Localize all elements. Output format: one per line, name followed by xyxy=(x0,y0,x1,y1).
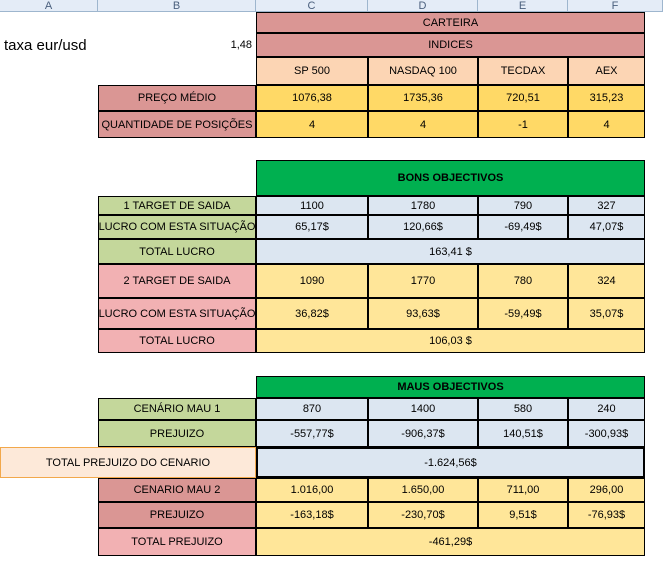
index-name-sp500[interactable]: SP 500 xyxy=(256,57,368,85)
target2-sp500[interactable]: 1090 xyxy=(256,264,368,298)
carteira-title[interactable]: CARTEIRA xyxy=(256,12,645,33)
column-header-c[interactable]: C xyxy=(256,0,368,12)
total-prejuizo-value[interactable]: -461,29$ xyxy=(256,528,645,556)
lucro1-label[interactable]: LUCRO COM ESTA SITUAÇÃO xyxy=(98,215,256,239)
prejuizo1-label[interactable]: PREJUIZO xyxy=(98,420,256,447)
target1-label[interactable]: 1 TARGET DE SAIDA xyxy=(98,196,256,215)
cenario1-tecdax[interactable]: 580 xyxy=(478,398,568,420)
prejuizo2-aex[interactable]: -76,93$ xyxy=(568,502,645,528)
cenario2-aex[interactable]: 296,00 xyxy=(568,478,645,502)
cenario1-sp500[interactable]: 870 xyxy=(256,398,368,420)
cenario2-sp500[interactable]: 1.016,00 xyxy=(256,478,368,502)
prejuizo2-label[interactable]: PREJUIZO xyxy=(98,502,256,528)
prejuizo1-tecdax[interactable]: 140,51$ xyxy=(478,420,568,447)
target1-nasdaq[interactable]: 1780 xyxy=(368,196,478,215)
target1-sp500[interactable]: 1100 xyxy=(256,196,368,215)
prejuizo2-sp500[interactable]: -163,18$ xyxy=(256,502,368,528)
bons-objectivos-header[interactable]: BONS OBJECTIVOS xyxy=(256,160,645,196)
preco-medio-aex[interactable]: 315,23 xyxy=(568,85,645,111)
total-lucro2-value[interactable]: 106,03 $ xyxy=(256,329,645,353)
prejuizo1-aex[interactable]: -300,93$ xyxy=(568,420,645,447)
column-header-f[interactable]: F xyxy=(568,0,663,12)
index-name-tecdax[interactable]: TECDAX xyxy=(478,57,568,85)
cenario1-aex[interactable]: 240 xyxy=(568,398,645,420)
taxa-value[interactable]: 1,48 xyxy=(230,39,252,51)
column-header-b[interactable]: B xyxy=(98,0,256,12)
total-lucro1-label[interactable]: TOTAL LUCRO xyxy=(98,239,256,264)
prejuizo1-nasdaq[interactable]: -906,37$ xyxy=(368,420,478,447)
total-lucro1-value[interactable]: 163,41 $ xyxy=(256,239,645,264)
preco-medio-nasdaq[interactable]: 1735,36 xyxy=(368,85,478,111)
cenario2-label[interactable]: CENARIO MAU 2 xyxy=(98,478,256,502)
quantidade-sp500[interactable]: 4 xyxy=(256,111,368,138)
lucro2-label[interactable]: LUCRO COM ESTA SITUAÇÃO xyxy=(98,298,256,329)
total-prejuizo-cenario-value[interactable]: -1.624,56$ xyxy=(256,447,645,478)
total-lucro2-label[interactable]: TOTAL LUCRO xyxy=(98,329,256,353)
total-prejuizo-cenario-label[interactable]: TOTAL PREJUIZO DO CENARIO xyxy=(0,447,256,478)
lucro2-sp500[interactable]: 36,82$ xyxy=(256,298,368,329)
quantidade-aex[interactable]: 4 xyxy=(568,111,645,138)
column-header-d[interactable]: D xyxy=(368,0,478,12)
column-header-e[interactable]: E xyxy=(478,0,568,12)
preco-medio-label[interactable]: PREÇO MÉDIO xyxy=(98,85,256,111)
target1-tecdax[interactable]: 790 xyxy=(478,196,568,215)
lucro2-aex[interactable]: 35,07$ xyxy=(568,298,645,329)
cenario2-nasdaq[interactable]: 1.650,00 xyxy=(368,478,478,502)
index-name-aex[interactable]: AEX xyxy=(568,57,645,85)
maus-objectivos-header[interactable]: MAUS OBJECTIVOS xyxy=(256,376,645,398)
target2-nasdaq[interactable]: 1770 xyxy=(368,264,478,298)
cenario1-nasdaq[interactable]: 1400 xyxy=(368,398,478,420)
target1-aex[interactable]: 327 xyxy=(568,196,645,215)
taxa-label[interactable]: taxa eur/usd xyxy=(4,36,87,54)
indices-title[interactable]: INDICES xyxy=(256,33,645,57)
cenario2-tecdax[interactable]: 711,00 xyxy=(478,478,568,502)
target2-tecdax[interactable]: 780 xyxy=(478,264,568,298)
column-header-a[interactable]: A xyxy=(0,0,98,12)
lucro2-nasdaq[interactable]: 93,63$ xyxy=(368,298,478,329)
target2-aex[interactable]: 324 xyxy=(568,264,645,298)
index-name-nasdaq[interactable]: NASDAQ 100 xyxy=(368,57,478,85)
quantidade-label[interactable]: QUANTIDADE DE POSIÇÕES xyxy=(98,111,256,138)
quantidade-nasdaq[interactable]: 4 xyxy=(368,111,478,138)
prejuizo2-tecdax[interactable]: 9,51$ xyxy=(478,502,568,528)
cenario1-label[interactable]: CENÁRIO MAU 1 xyxy=(98,398,256,420)
preco-medio-sp500[interactable]: 1076,38 xyxy=(256,85,368,111)
quantidade-tecdax[interactable]: -1 xyxy=(478,111,568,138)
preco-medio-tecdax[interactable]: 720,51 xyxy=(478,85,568,111)
lucro1-sp500[interactable]: 65,17$ xyxy=(256,215,368,239)
total-prejuizo-label[interactable]: TOTAL PREJUIZO xyxy=(98,528,256,556)
prejuizo1-sp500[interactable]: -557,77$ xyxy=(256,420,368,447)
lucro1-tecdax[interactable]: -69,49$ xyxy=(478,215,568,239)
target2-label[interactable]: 2 TARGET DE SAIDA xyxy=(98,264,256,298)
prejuizo2-nasdaq[interactable]: -230,70$ xyxy=(368,502,478,528)
lucro1-nasdaq[interactable]: 120,66$ xyxy=(368,215,478,239)
lucro1-aex[interactable]: 47,07$ xyxy=(568,215,645,239)
lucro2-tecdax[interactable]: -59,49$ xyxy=(478,298,568,329)
